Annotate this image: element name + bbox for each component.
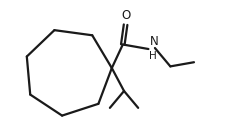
Text: O: O (121, 9, 130, 22)
Text: N: N (149, 35, 158, 48)
Text: H: H (149, 51, 157, 61)
